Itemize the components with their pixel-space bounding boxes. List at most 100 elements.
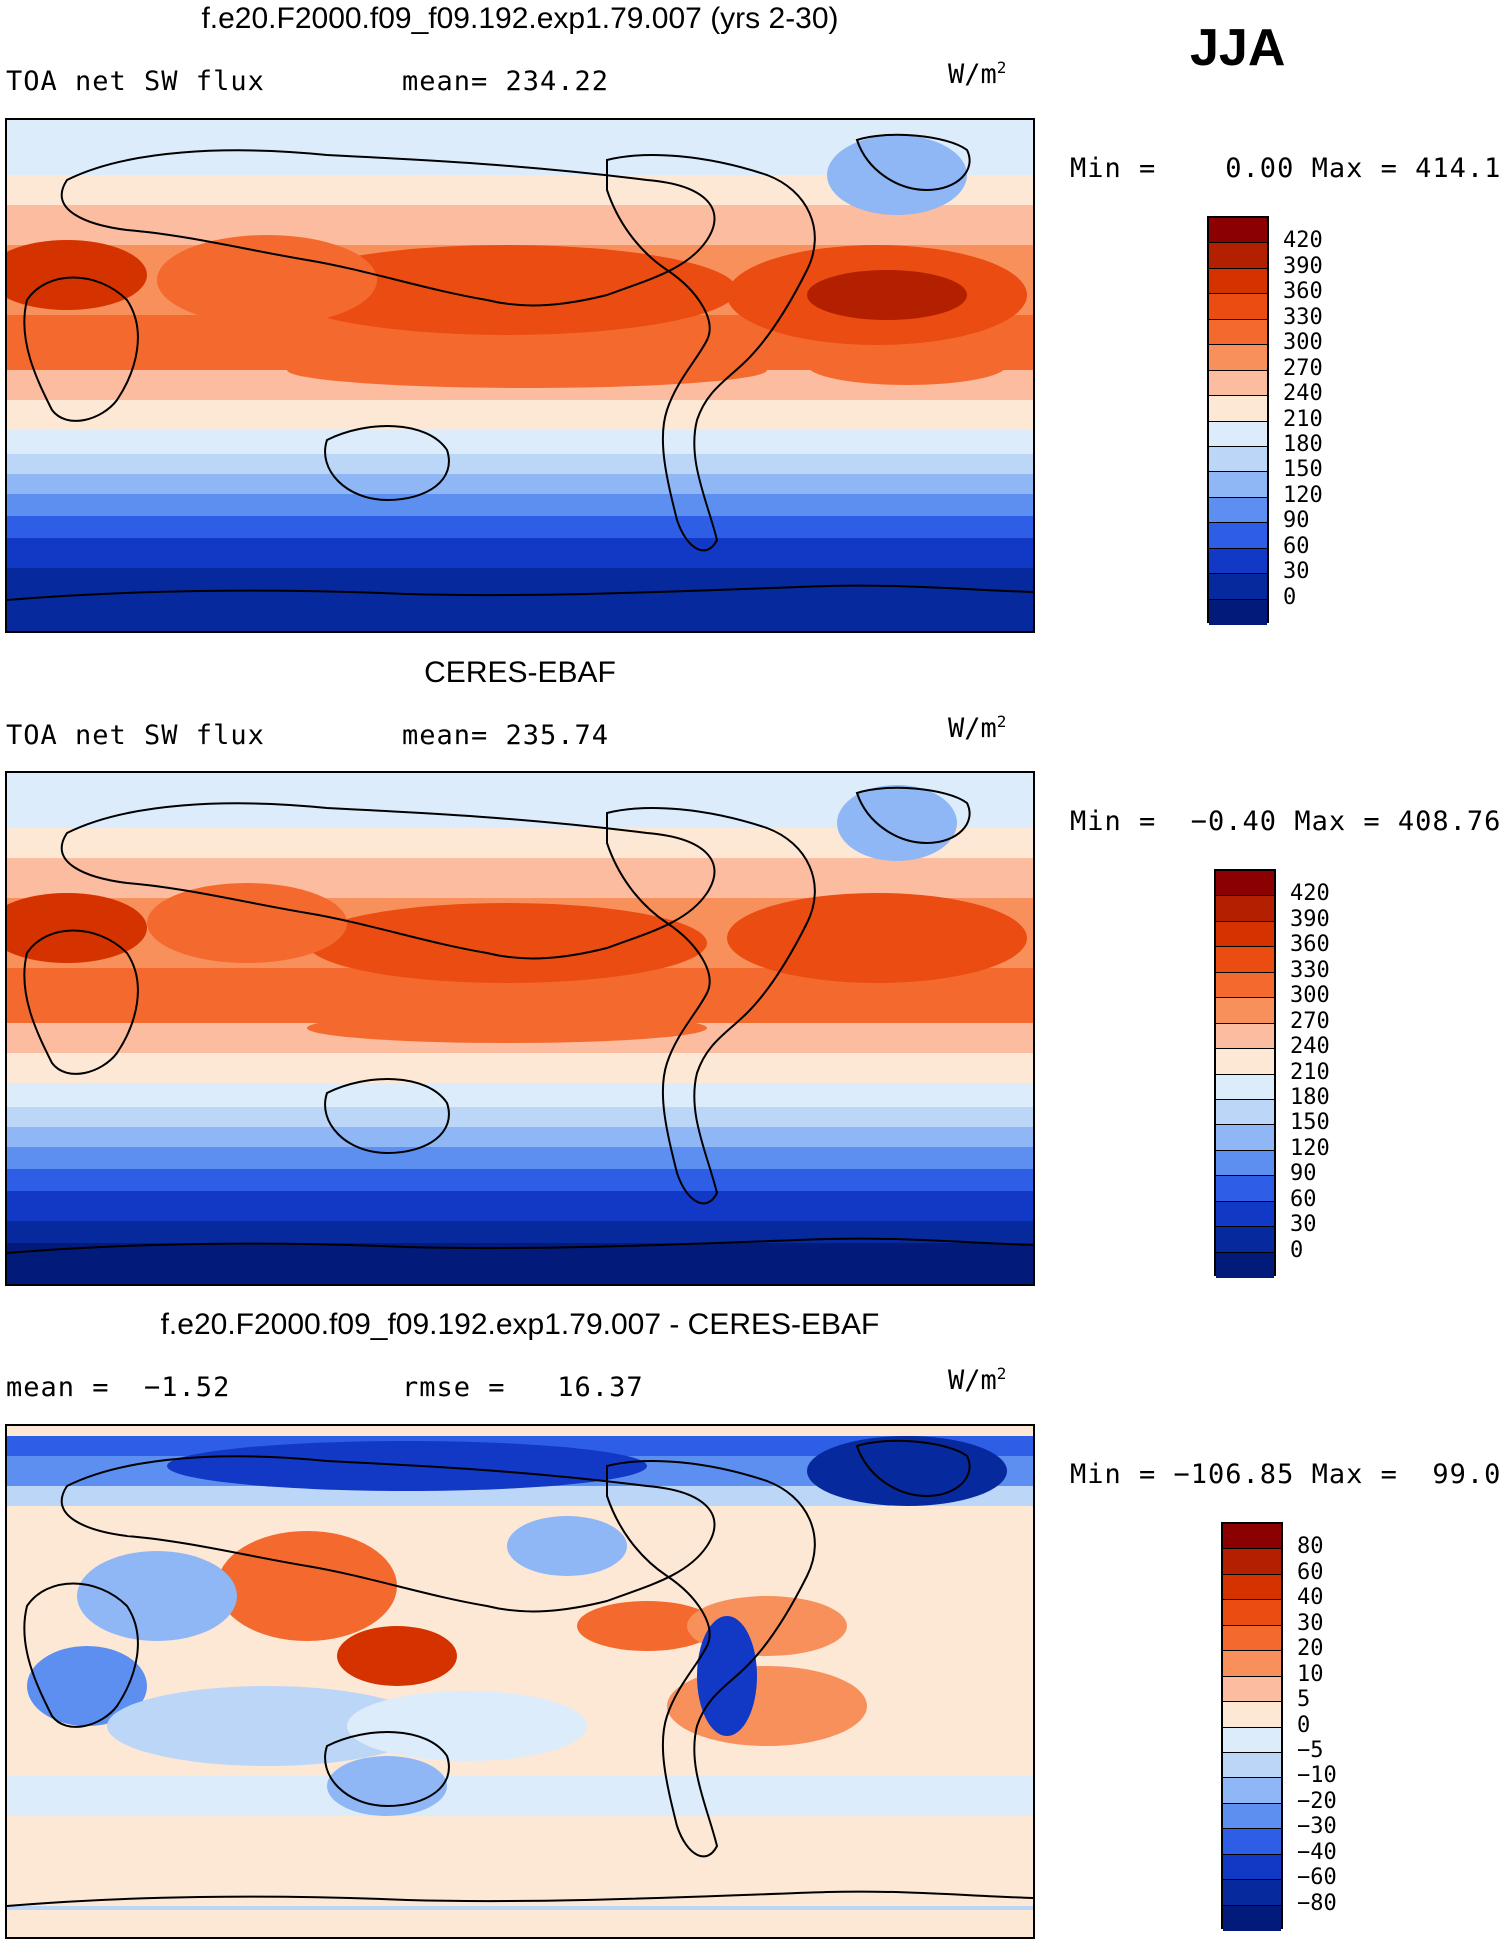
panel-1-colorbar-label: 210 <box>1283 406 1323 432</box>
panel-3-colorbar-label: −30 <box>1297 1814 1337 1840</box>
panel-3-colorbar-label: −60 <box>1297 1865 1337 1891</box>
panel-1-colorbar-label: 360 <box>1283 279 1323 305</box>
panel-1-colorbar-label: 240 <box>1283 381 1323 407</box>
panel-1-minmax: Min = 0.00 Max = 414.11 <box>1070 153 1500 184</box>
panel-1-colorbar-cell <box>1209 218 1267 244</box>
panel-2-colorbar-label: 120 <box>1290 1135 1330 1161</box>
panel-2-map <box>5 771 1035 1286</box>
panel-3-colorbar-cell <box>1223 1905 1281 1931</box>
panel-2-colorbar-label: 180 <box>1290 1084 1330 1110</box>
panel-2-colorbar-cell <box>1216 1176 1274 1202</box>
panel-2-colorbar-label: 60 <box>1290 1186 1317 1212</box>
panel-1-colorbar-label: 390 <box>1283 253 1323 279</box>
panel-1-title: f.e20.F2000.f09_f09.192.exp1.79.007 (yrs… <box>201 2 839 35</box>
panel-3-field <box>7 1426 1033 1937</box>
panel-3-colorbar-label: 0 <box>1297 1712 1311 1738</box>
panel-1-colorbar-cell <box>1209 345 1267 371</box>
panel-3-units: W/m2 <box>948 1364 1007 1396</box>
panel-3-colorbar-cell <box>1223 1752 1281 1779</box>
panel-1-colorbar-cell <box>1209 268 1267 295</box>
panel-3-colorbar-bar <box>1221 1522 1283 1931</box>
panel-1-colorbar-label: 270 <box>1283 355 1323 381</box>
panel-2-colorbar-cell <box>1216 1150 1274 1177</box>
panel-3-map <box>5 1424 1035 1939</box>
panel-2-colorbar-cell <box>1216 921 1274 948</box>
panel-1-colorbar-cell <box>1209 548 1267 575</box>
panel-3-colorbar-cell <box>1223 1524 1281 1550</box>
panel-1-colorbar-cell <box>1209 446 1267 473</box>
panel-1-colorbar-label: 90 <box>1283 508 1310 534</box>
panel-3-colorbar-label: 40 <box>1297 1585 1324 1611</box>
panel-1-colorbar-cell <box>1209 396 1267 422</box>
panel-3-colorbar-label: −5 <box>1297 1737 1324 1763</box>
panel-1-colorbar-cell <box>1209 574 1267 600</box>
panel-1-colorbar-label: 330 <box>1283 304 1323 330</box>
panel-3-colorbar-cell <box>1223 1702 1281 1728</box>
panel-2-colorbar-label: 90 <box>1290 1161 1317 1187</box>
panel-2-variable-label: TOA net SW flux <box>6 720 265 751</box>
season-label: JJA <box>1190 19 1286 77</box>
panel-3-colorbar-cell <box>1223 1625 1281 1652</box>
panel-2-minmax: Min = −0.40 Max = 408.76 <box>1070 806 1500 837</box>
panel-2-colorbar-cell <box>1216 972 1274 999</box>
panel-1-field <box>7 120 1033 631</box>
panel-3-colorbar-cell <box>1223 1676 1281 1703</box>
panel-2-colorbar-label: 30 <box>1290 1212 1317 1238</box>
panel-1-colorbar-cell <box>1209 421 1267 447</box>
panel-1-colorbar-label: 30 <box>1283 559 1310 585</box>
panel-2-colorbar-label: 0 <box>1290 1237 1304 1263</box>
panel-3-mean-label: mean = −1.52 <box>6 1372 231 1403</box>
panel-3-minmax: Min = −106.85 Max = 99.09 <box>1070 1459 1500 1490</box>
panel-1-units: W/m2 <box>948 58 1007 90</box>
panel-1-colorbar-bar <box>1207 216 1269 625</box>
panel-3-title: f.e20.F2000.f09_f09.192.exp1.79.007 - CE… <box>160 1308 880 1341</box>
panel-2-colorbar-cell <box>1216 947 1274 973</box>
panel-2-colorbar-cell <box>1216 1023 1274 1050</box>
panel-3-colorbar-label: 5 <box>1297 1687 1311 1713</box>
panel-1-colorbar-label: 300 <box>1283 330 1323 356</box>
panel-3-colorbar-cell <box>1223 1574 1281 1601</box>
panel-3-colorbar-label: −40 <box>1297 1839 1337 1865</box>
panel-2-colorbar-label: 390 <box>1290 906 1330 932</box>
panel-3-colorbar-cell <box>1223 1600 1281 1626</box>
panel-2-colorbar-label: 360 <box>1290 932 1330 958</box>
panel-2-mean-label: mean= 235.74 <box>402 720 610 751</box>
panel-3-colorbar-cell <box>1223 1803 1281 1830</box>
panel-1-colorbar-cell <box>1209 370 1267 397</box>
panel-2-colorbar-label: 270 <box>1290 1008 1330 1034</box>
panel-3-colorbar-cell <box>1223 1778 1281 1804</box>
panel-2-colorbar-cell <box>1216 1125 1274 1151</box>
panel-2-colorbar-bar <box>1214 869 1276 1278</box>
panel-3-colorbar-cell <box>1223 1854 1281 1881</box>
panel-3-colorbar-label: 20 <box>1297 1636 1324 1662</box>
panel-2-colorbar-cell <box>1216 1049 1274 1075</box>
panel-3-colorbar-label: −10 <box>1297 1763 1337 1789</box>
panel-1-variable-label: TOA net SW flux <box>6 66 265 97</box>
panel-3-colorbar-label: −80 <box>1297 1890 1337 1916</box>
panel-2-title: CERES-EBAF <box>424 656 616 689</box>
panel-1-colorbar-label: 120 <box>1283 482 1323 508</box>
panel-1-map <box>5 118 1035 633</box>
panel-2-colorbar-label: 150 <box>1290 1110 1330 1136</box>
panel-2-colorbar-cell <box>1216 1074 1274 1100</box>
panel-1-colorbar-cell <box>1209 523 1267 549</box>
panel-1-colorbar-label: 60 <box>1283 533 1310 559</box>
panel-3-colorbar-label: 60 <box>1297 1559 1324 1585</box>
panel-3-colorbar-cell <box>1223 1880 1281 1906</box>
panel-2-colorbar-cell <box>1216 871 1274 897</box>
panel-3-colorbar-cell <box>1223 1829 1281 1855</box>
panel-2-colorbar-label: 240 <box>1290 1034 1330 1060</box>
panel-3-colorbar-cell <box>1223 1549 1281 1575</box>
panel-3-colorbar-cell <box>1223 1651 1281 1677</box>
panel-1-colorbar-label: 0 <box>1283 584 1297 610</box>
panel-1-colorbar-cell <box>1209 599 1267 625</box>
panel-2-colorbar-cell <box>1216 998 1274 1024</box>
panel-1-colorbar-cell <box>1209 497 1267 524</box>
panel-1-colorbar-cell <box>1209 472 1267 498</box>
panel-2-colorbar-cell <box>1216 1252 1274 1278</box>
panel-2-colorbar-label: 330 <box>1290 957 1330 983</box>
panel-2-units: W/m2 <box>948 712 1007 744</box>
panel-1-colorbar-cell <box>1209 294 1267 320</box>
panel-2-colorbar-label: 420 <box>1290 881 1330 907</box>
panel-2-field <box>7 773 1033 1284</box>
